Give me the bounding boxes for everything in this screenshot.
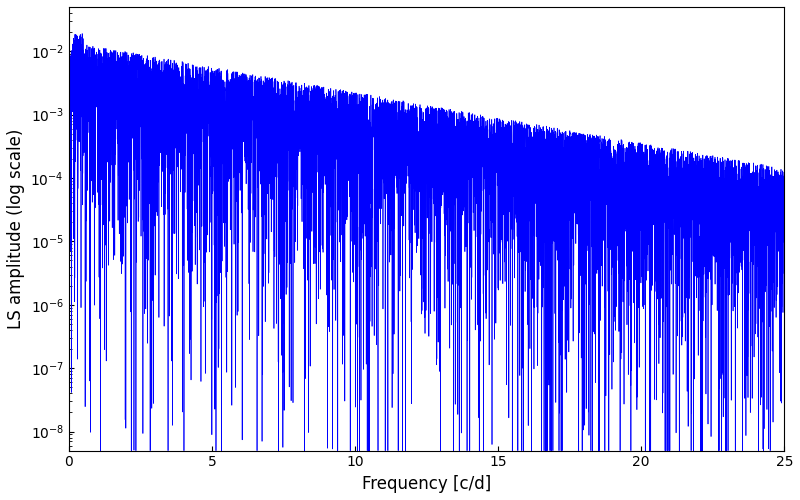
Y-axis label: LS amplitude (log scale): LS amplitude (log scale) xyxy=(7,128,25,329)
X-axis label: Frequency [c/d]: Frequency [c/d] xyxy=(362,475,491,493)
